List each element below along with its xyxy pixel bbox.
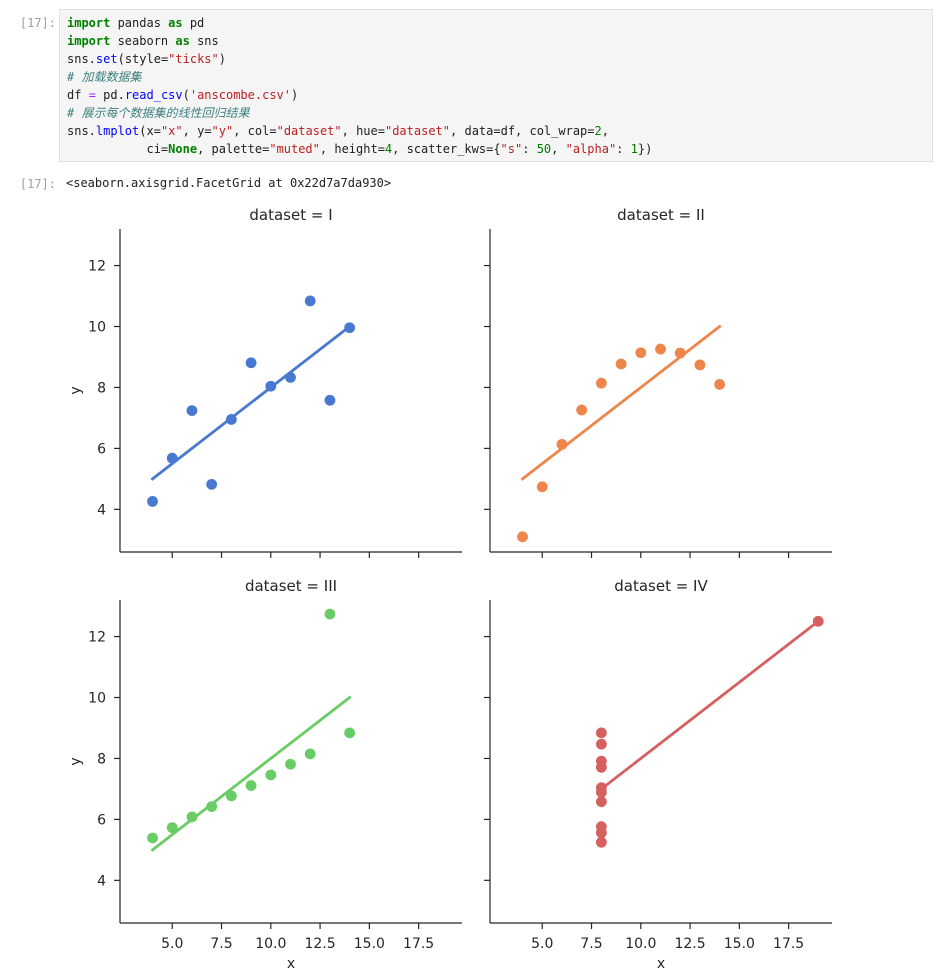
x-tick-label: 10.0 (625, 936, 656, 952)
data-point (206, 801, 218, 812)
data-point (225, 790, 237, 802)
data-point (304, 748, 316, 760)
data-point (595, 727, 607, 739)
data-point (206, 478, 218, 490)
data-point (304, 295, 316, 307)
facet-title: dataset = I (249, 206, 332, 224)
x-tick-label: 7.5 (580, 936, 602, 952)
regression-line (520, 324, 722, 481)
x-tick-label: 5.0 (531, 936, 553, 952)
data-point (285, 758, 296, 770)
x-tick-label: 5.0 (161, 936, 183, 952)
x-tick-label: 17.5 (403, 936, 434, 952)
y-axis-label: y (68, 757, 84, 765)
code-line-3: sns.set(style="ticks") (67, 52, 226, 66)
x-axis-label: x (657, 956, 665, 971)
facet-title: dataset = IV (614, 577, 708, 595)
regression-line (150, 695, 352, 852)
y-tick-label: 10 (88, 320, 106, 336)
x-tick-label: 7.5 (210, 936, 232, 952)
data-point (344, 727, 356, 739)
data-point (655, 343, 666, 355)
input-prompt: [17]: (19, 16, 56, 30)
data-point (615, 358, 627, 370)
regression-line (599, 619, 821, 791)
y-tick-label: 10 (88, 691, 106, 707)
data-point (595, 827, 607, 839)
y-tick-label: 8 (97, 380, 106, 396)
y-tick-label: 12 (88, 630, 106, 646)
code-line-7: sns.lmplot(x="x", y="y", col="dataset", … (67, 124, 609, 138)
x-tick-label: 10.0 (255, 936, 286, 952)
data-point (595, 738, 607, 750)
output-prompt: [17]: (19, 177, 56, 191)
data-point (324, 608, 336, 620)
x-tick-label: 17.5 (773, 936, 804, 952)
facet-panel-4: dataset = IV 5.0 7.5 10.0 12.5 15.0 17.5 x (484, 577, 832, 971)
data-point (595, 786, 607, 798)
code-line-8: ci=None, palette="muted", height=4, scat… (67, 142, 653, 156)
data-point (812, 615, 824, 627)
data-point (265, 380, 277, 392)
y-tick-label: 4 (97, 873, 106, 889)
facet-title: dataset = III (245, 577, 337, 595)
data-point (245, 780, 257, 791)
facet-title: dataset = II (617, 206, 705, 224)
y-tick-label: 12 (88, 259, 106, 275)
data-point (595, 377, 607, 389)
data-point (324, 394, 336, 406)
data-point (694, 359, 706, 371)
y-tick-label: 4 (97, 502, 106, 518)
y-axis-label: y (68, 386, 84, 394)
data-point (344, 322, 356, 334)
x-tick-label: 15.0 (354, 936, 385, 952)
data-point (595, 836, 607, 848)
data-point (714, 379, 726, 390)
code-line-1: import pandas as pd (67, 16, 205, 30)
data-point (576, 404, 588, 416)
facet-panel-3: dataset = III 4 6 8 10 12 5.0 7.5 10.0 12.5 15.0 17… (68, 577, 462, 971)
x-tick-label: 12.5 (674, 936, 705, 952)
y-tick-label: 8 (97, 751, 106, 767)
data-point (595, 755, 607, 767)
y-tick-label: 6 (97, 441, 106, 457)
data-point (556, 439, 568, 450)
y-tick-label: 6 (97, 812, 106, 828)
data-point (285, 371, 296, 383)
x-tick-label: 15.0 (724, 936, 755, 952)
data-point (635, 347, 647, 359)
code-line-6: # 展示每个数据集的线性回归结果 (67, 106, 250, 120)
regression-line (150, 324, 352, 481)
data-point (265, 769, 277, 781)
data-point (517, 531, 528, 543)
data-point (225, 414, 237, 425)
code-line-5: df = pd.read_csv('anscombe.csv') (67, 88, 299, 102)
data-point (186, 811, 198, 823)
data-point (166, 822, 178, 834)
data-point (147, 496, 158, 507)
code-line-2: import seaborn as sns (67, 34, 219, 48)
facet-panel-1: dataset = I 4 6 8 10 12 y (68, 206, 462, 558)
x-axis-label: x (287, 956, 295, 971)
code-cell[interactable]: import pandas as pd import seaborn as sn… (59, 9, 933, 162)
data-point (245, 357, 257, 369)
data-point (595, 796, 607, 808)
data-point (147, 832, 158, 844)
data-point (166, 452, 178, 464)
x-tick-label: 12.5 (304, 936, 335, 952)
data-point (186, 405, 198, 417)
data-point (674, 347, 686, 359)
output-text: <seaborn.axisgrid.FacetGrid at 0x22d7a7d… (66, 176, 392, 190)
code-line-4: # 加载数据集 (67, 70, 142, 84)
data-point (536, 481, 548, 493)
facet-panel-2: dataset = II (484, 206, 832, 558)
